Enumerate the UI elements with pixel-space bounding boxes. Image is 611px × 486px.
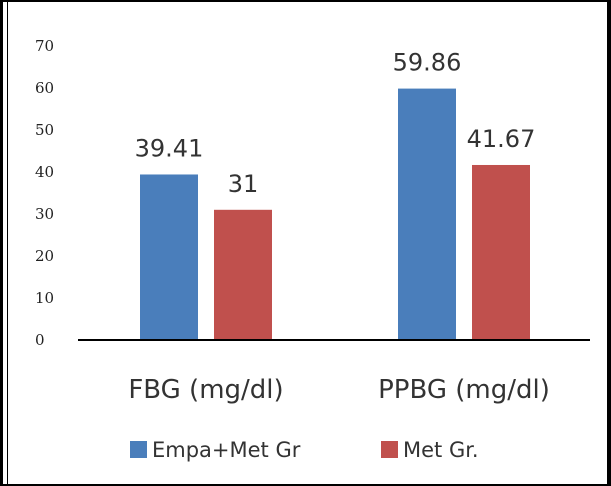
legend-label: Met Gr. [403,438,479,462]
data-label: 31 [228,170,259,198]
data-label: 59.86 [393,49,462,77]
category-label: FBG (mg/dl) [128,375,283,405]
bar-met-ppbg [472,164,530,340]
category-labels: FBG (mg/dl) PPBG (mg/dl) [128,375,550,405]
data-label: 39.41 [135,134,204,162]
legend: Empa+Met Gr Met Gr. [130,438,479,462]
bar-empa-met-fbg [140,174,198,340]
legend-swatch [381,441,398,458]
y-tick-label: 60 [35,79,54,97]
data-labels: 39.41 31 59.86 41.67 [135,49,536,198]
bar-met-fbg [214,209,272,340]
frame-inner-rule [7,0,8,486]
category-label: PPBG (mg/dl) [378,375,550,405]
legend-swatch [130,441,147,458]
bar-empa-met-ppbg [398,88,456,340]
y-tick-label: 40 [35,163,54,181]
y-tick-label: 10 [35,289,54,307]
y-tick-label: 50 [35,121,54,139]
y-tick-label: 70 [35,37,54,55]
y-tick-label: 30 [35,205,54,223]
bars [140,88,530,340]
y-axis-ticks: 0 10 20 30 40 50 60 70 [35,37,54,349]
legend-label: Empa+Met Gr [152,438,301,462]
data-label: 41.67 [467,125,536,153]
y-tick-label: 0 [35,331,45,349]
y-tick-label: 20 [35,247,54,265]
